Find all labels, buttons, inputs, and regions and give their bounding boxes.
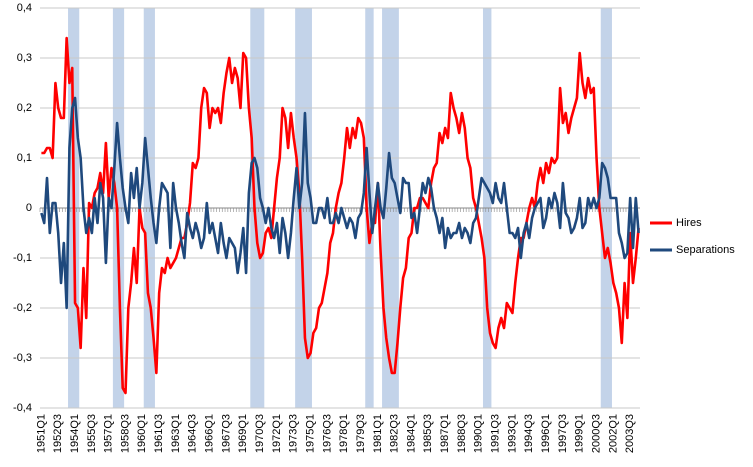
x-tick-label: 1978Q1 [338, 414, 350, 453]
x-tick-label: 2000Q3 [590, 414, 602, 453]
x-tick-label: 1981Q1 [372, 414, 384, 453]
x-tick-label: 1961Q3 [153, 414, 165, 453]
x-tick-label: 1972Q1 [271, 414, 283, 453]
x-tick-label: 1994Q3 [523, 414, 535, 453]
x-tick-label: 1991Q3 [490, 414, 502, 453]
x-tick-label: 1969Q1 [237, 414, 249, 453]
y-tick-label: -0,1 [13, 252, 32, 264]
x-tick-label: 1952Q3 [52, 414, 64, 453]
x-tick-label: 1966Q1 [204, 414, 216, 453]
x-tick-label: 1988Q3 [456, 414, 468, 453]
x-tick-label: 1982Q3 [389, 414, 401, 453]
x-tick-label: 1967Q3 [220, 414, 232, 453]
x-tick-label: 2002Q1 [607, 414, 619, 453]
x-tick-label: 1990Q1 [473, 414, 485, 453]
x-tick-label: 1997Q3 [557, 414, 569, 453]
x-tick-label: 1955Q3 [86, 414, 98, 453]
x-tick-label: 1970Q3 [254, 414, 266, 453]
x-tick-label: 1987Q1 [439, 414, 451, 453]
x-tick-label: 1973Q3 [288, 414, 300, 453]
legend-label: Hires [676, 217, 702, 229]
x-tick-label: 1975Q1 [304, 414, 316, 453]
x-tick-label: 1996Q1 [540, 414, 552, 453]
x-tick-label: 1954Q1 [69, 414, 81, 453]
x-tick-label: 1999Q1 [574, 414, 586, 453]
x-tick-label: 1993Q1 [506, 414, 518, 453]
y-tick-label: -0,4 [13, 402, 32, 414]
y-tick-label: 0,4 [17, 2, 32, 14]
x-tick-label: 1984Q1 [405, 414, 417, 453]
x-tick-label: 1960Q1 [136, 414, 148, 453]
y-tick-label: 0,1 [17, 152, 32, 164]
y-tick-label: -0,3 [13, 352, 32, 364]
y-tick-label: 0,3 [17, 52, 32, 64]
data-line [40, 96, 640, 310]
data-line [41, 36, 640, 395]
y-tick-label: -0,2 [13, 302, 32, 314]
x-tick-label: 1958Q3 [119, 414, 131, 453]
x-tick-label: 1957Q1 [103, 414, 115, 453]
y-tick-label: 0,2 [17, 102, 32, 114]
x-tick-label: 1976Q3 [321, 414, 333, 453]
x-tick-label: 1963Q1 [170, 414, 182, 453]
x-tick-label: 1985Q3 [422, 414, 434, 453]
x-tick-label: 1951Q1 [35, 414, 47, 453]
legend-label: Separations [676, 244, 735, 256]
x-tick-label: 2003Q3 [624, 414, 636, 453]
x-tick-label: 1964Q3 [187, 414, 199, 453]
y-tick-label: 0 [26, 202, 32, 214]
x-tick-label: 1979Q3 [355, 414, 367, 453]
